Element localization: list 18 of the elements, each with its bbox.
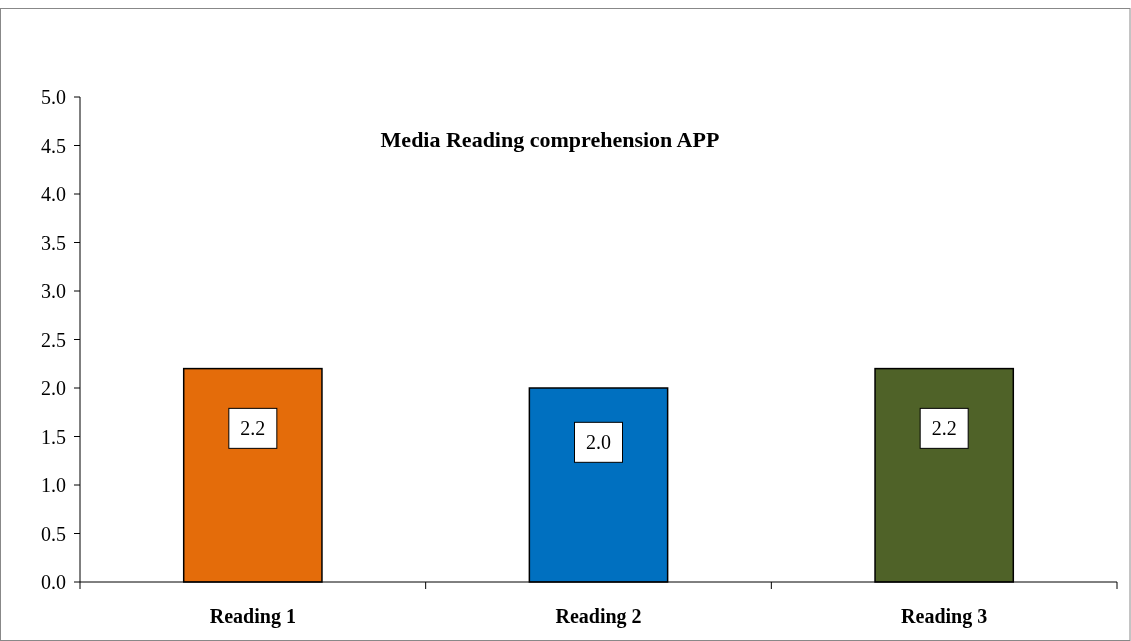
data-label: 2.2 (931, 417, 957, 440)
y-tick-label: 2.0 (41, 377, 66, 399)
y-tick-label: 1.5 (41, 425, 66, 448)
x-tick-label: Reading 3 (901, 605, 988, 628)
y-tick-label: 3.5 (41, 231, 66, 254)
x-tick-label: Reading 2 (555, 605, 642, 628)
y-tick-label: 0.0 (41, 571, 66, 593)
y-tick-label: 2.5 (41, 328, 66, 351)
data-label: 2.2 (240, 417, 266, 440)
y-tick-label: 4.0 (41, 183, 66, 205)
y-tick-label: 3.0 (41, 280, 66, 302)
y-tick-label: 0.5 (41, 522, 66, 545)
y-tick-label: 5.0 (41, 86, 66, 108)
text: Media Reading comprehension APP (380, 127, 720, 152)
y-tick-label: 4.5 (41, 134, 66, 157)
y-tick-label: 1.0 (41, 474, 66, 496)
x-tick-label: Reading 1 (209, 605, 296, 628)
data-label: 2.0 (586, 431, 611, 454)
